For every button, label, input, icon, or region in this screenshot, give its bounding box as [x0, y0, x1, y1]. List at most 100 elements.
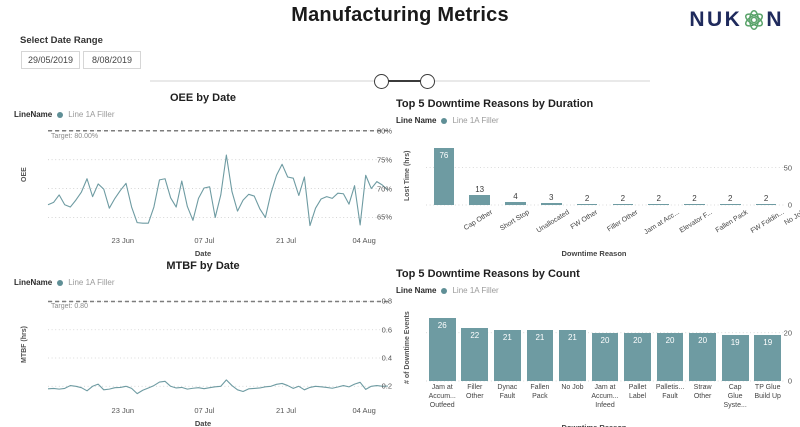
downtime_by_count-bar-wrap[interactable]: [428, 311, 456, 381]
downtime_by_duration-bar[interactable]: [719, 203, 741, 205]
duration-legend-dot-icon: [441, 117, 448, 124]
downtime_by_duration-y-axis-label: Lost Time (hrs): [404, 150, 411, 201]
downtime_by_duration-bar-value: 2: [692, 193, 697, 203]
downtime_by_count-category-label[interactable]: Cap Glue Syste...: [723, 384, 747, 409]
downtime_by_count-category-label[interactable]: Dynac Fault: [497, 384, 518, 400]
oee-legend: LineName Line 1A Filler: [14, 110, 392, 119]
mtbf_by_date-ytick: 0.6: [381, 325, 392, 335]
downtime_by_count-bar-wrap[interactable]: [559, 311, 586, 381]
downtime_by_count-bar[interactable]: [494, 330, 521, 381]
count-legend-key: Line Name: [396, 286, 437, 295]
duration-legend-value[interactable]: Line 1A Filler: [452, 116, 499, 125]
mtbf-legend: LineName Line 1A Filler: [14, 278, 392, 287]
downtime_by_count-bar-value: 21: [567, 333, 577, 343]
downtime_by_count-category-label[interactable]: Fallen Pack: [530, 384, 550, 400]
downtime_by_count-bar[interactable]: [428, 318, 456, 381]
downtime_by_duration-bar-wrap[interactable]: [433, 139, 455, 205]
count-legend-value[interactable]: Line 1A Filler: [452, 286, 499, 295]
downtime_by_duration-bar[interactable]: [648, 203, 670, 205]
mtbf_by_date-ytick: 0.8: [381, 296, 392, 306]
downtime_by_duration-bar-wrap[interactable]: [576, 139, 598, 205]
downtime_by_duration-bar-wrap[interactable]: [469, 139, 491, 205]
oee_by_date-series-line: [47, 154, 389, 227]
downtime_by_duration-bar-wrap[interactable]: [505, 139, 526, 205]
downtime_by_duration-bar[interactable]: [576, 203, 598, 205]
downtime_by_count-bar-wrap[interactable]: [721, 311, 749, 381]
downtime_by_count-category-label[interactable]: Pallet Label: [628, 384, 647, 400]
downtime_by_count-bar[interactable]: [591, 332, 619, 381]
downtime_by_duration-bar-wrap[interactable]: [540, 139, 562, 205]
downtime_by_count-bar-wrap[interactable]: [754, 311, 782, 381]
downtime_by_count-bar-value: 20: [600, 335, 610, 345]
downtime_by_count-bar-wrap[interactable]: [461, 311, 489, 381]
duration-chart-panel: Top 5 Downtime Reasons by Duration Line …: [396, 98, 800, 259]
downtime_by_count-category-label[interactable]: No Job: [561, 384, 584, 391]
downtime_by_count-bar-value: 19: [763, 338, 773, 348]
downtime_by_duration-bar[interactable]: [505, 202, 526, 205]
downtime_by_duration-bar-value: 2: [620, 193, 626, 203]
duration-chart-title: Top 5 Downtime Reasons by Duration: [396, 98, 594, 110]
oee-legend-dot-icon: [57, 111, 64, 118]
mtbf-plot-area[interactable]: 0.2 0.4 0.6 0.8 23 Jun 07 Jul 21 Jul 04 Aug Targ…: [14, 287, 392, 427]
downtime_by_count-bar[interactable]: [461, 327, 489, 381]
mtbf_by_date-series-line: [47, 379, 389, 395]
downtime_by_duration-bar-wrap[interactable]: [612, 139, 634, 205]
downtime_by_count-bar-value: 20: [665, 335, 675, 345]
nukon-logo: NUK N: [689, 8, 784, 32]
downtime_by_count-bar-wrap[interactable]: [591, 311, 619, 381]
downtime_by_count-bar-wrap[interactable]: [494, 311, 521, 381]
downtime_by_duration-bar-wrap[interactable]: [684, 139, 705, 205]
mtbf_by_date-ytick: 0.4: [381, 353, 392, 363]
downtime_by_count-bar[interactable]: [624, 332, 651, 381]
downtime_by_count-category-label[interactable]: Jam at Accum... Outfeed: [428, 384, 456, 409]
slider-selected-range[interactable]: [382, 80, 428, 82]
downtime_by_count-bar-wrap[interactable]: [526, 311, 554, 381]
downtime_by_count-bar-value: 21: [502, 333, 512, 343]
oee-legend-value[interactable]: Line 1A Filler: [68, 110, 115, 119]
downtime_by_count-category-label[interactable]: Straw Other: [693, 384, 712, 400]
duration-plot-area[interactable]: 76 Cap Other 13 Short Stop 4 Unallocated 3 FW O…: [396, 125, 800, 259]
downtime_by_count-bar[interactable]: [689, 332, 716, 381]
downtime_by_count-category-label[interactable]: Palletis... Fault: [655, 384, 685, 400]
mtbf-legend-value[interactable]: Line 1A Filler: [68, 278, 115, 287]
oee_by_date-svg: [47, 130, 389, 227]
count-legend: Line Name Line 1A Filler: [396, 286, 796, 295]
downtime_by_count-bar-value: 20: [698, 335, 708, 345]
mtbf-chart-panel: MTBF by Date LineName Line 1A Filler 0.2…: [14, 260, 392, 427]
downtime_by_duration-bar[interactable]: [540, 202, 562, 205]
page-title: Manufacturing Metrics: [291, 4, 509, 26]
slider-handle-left[interactable]: [374, 74, 389, 89]
oee-plot-area[interactable]: 65% 70% 75% 80% 23 Jun 07 Jul 21 Jul 04 Aug Targ…: [14, 119, 392, 259]
downtime_by_count-bar[interactable]: [721, 335, 749, 381]
oee_by_date-ytick: 75%: [376, 155, 392, 165]
downtime_by_count-category-label[interactable]: TP Glue Build Up: [754, 384, 781, 400]
start-date-field[interactable]: 29/05/2019: [21, 51, 81, 69]
downtime_by_count-bar-wrap[interactable]: [624, 311, 651, 381]
downtime_by_count-bar[interactable]: [754, 335, 782, 381]
slider-handle-right[interactable]: [420, 74, 435, 89]
downtime_by_count-bar[interactable]: [526, 330, 554, 381]
downtime_by_count-bar[interactable]: [656, 332, 684, 381]
oee_by_date-ytick: 80%: [376, 126, 392, 136]
downtime_by_duration-bar[interactable]: [433, 148, 455, 205]
mtbf_by_date-xtick: 23 Jun: [111, 406, 135, 415]
count-chart-panel: Top 5 Downtime Reasons by Count Line Nam…: [396, 268, 796, 427]
downtime_by_duration-bar-wrap[interactable]: [755, 139, 777, 205]
downtime_by_duration-bar-wrap[interactable]: [719, 139, 741, 205]
downtime_by_count-bar-wrap[interactable]: [689, 311, 716, 381]
downtime_by_duration-bar[interactable]: [612, 203, 634, 205]
oee-chart-panel: OEE by Date LineName Line 1A Filler 65% 7…: [14, 92, 392, 258]
count-plot-area[interactable]: 26 Jam at Accum... Outfeed 22 Filler Other 21 Dy…: [396, 295, 792, 427]
end-date-field[interactable]: 8/08/2019: [83, 51, 142, 69]
downtime_by_duration-bar-wrap[interactable]: [648, 139, 670, 205]
downtime_by_count-bar-wrap[interactable]: [656, 311, 684, 381]
downtime_by_duration-bar[interactable]: [469, 195, 491, 205]
downtime_by_count-category-label[interactable]: Jam at Accum... Infeed: [591, 384, 619, 409]
downtime_by_duration-bar[interactable]: [755, 203, 777, 205]
downtime_by_duration-ytick: 0: [787, 200, 792, 210]
downtime_by_count-bar[interactable]: [559, 330, 586, 381]
atom-icon: [743, 9, 765, 31]
downtime_by_count-category-label[interactable]: Filler Other: [466, 384, 484, 400]
date-range-slider[interactable]: [0, 70, 800, 92]
downtime_by_duration-bar[interactable]: [684, 203, 705, 205]
